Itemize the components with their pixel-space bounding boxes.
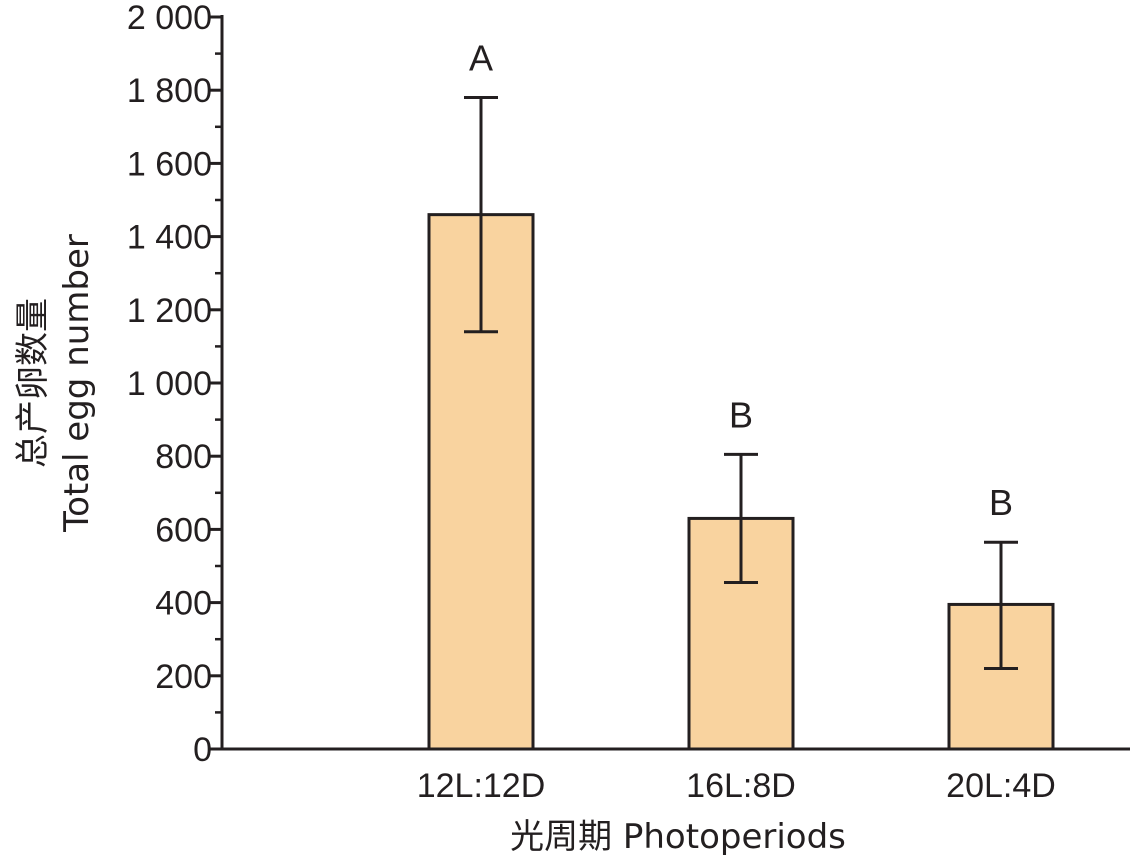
- y-tick-label: 200: [155, 658, 212, 696]
- y-tick-label: 1 200: [127, 292, 212, 330]
- y-tick-label: 1 600: [127, 145, 212, 183]
- axes-layer: [208, 15, 1130, 751]
- x-tick-label: 16L:8D: [686, 767, 796, 805]
- y-axis-title-line1: 总产卵数量: [13, 298, 53, 468]
- significance-letter: B: [989, 482, 1013, 523]
- significance-letter: A: [469, 38, 493, 79]
- y-tick-label: 0: [193, 731, 212, 769]
- significance-letter: B: [729, 394, 753, 435]
- y-tick-label: 400: [155, 585, 212, 623]
- y-tick-label: 1 800: [127, 72, 212, 110]
- y-tick-label: 1 400: [127, 219, 212, 257]
- x-axis-title: 光周期 Photoperiods: [510, 817, 846, 857]
- y-tick-label: 1 000: [127, 365, 212, 403]
- y-tick-label: 800: [155, 438, 212, 476]
- y-tick-label: 600: [155, 511, 212, 549]
- error-bars-layer: [464, 96, 1018, 670]
- x-tick-label: 12L:12D: [417, 767, 546, 805]
- labels-layer: A B B 0 200 400 600 800 1 000 1 200 1 400 1 600 1 80…: [127, 0, 1056, 805]
- y-axis-title-line2: Total egg number: [57, 234, 97, 533]
- y-tick-label: 2 000: [127, 0, 212, 37]
- x-tick-label: 20L:4D: [946, 767, 1056, 805]
